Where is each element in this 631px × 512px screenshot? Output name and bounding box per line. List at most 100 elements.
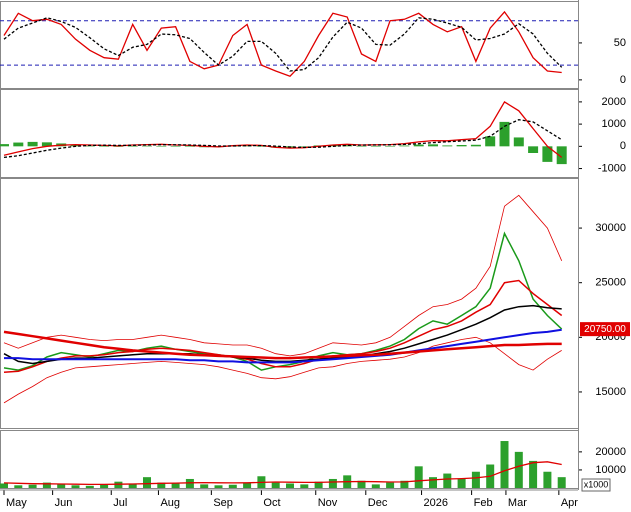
volume-bar bbox=[171, 483, 180, 488]
volume-bar bbox=[457, 478, 466, 488]
histogram-bar bbox=[342, 145, 353, 147]
y-tick-label: 20000 bbox=[595, 446, 626, 458]
histogram-bar bbox=[399, 145, 410, 147]
volume-bar bbox=[400, 480, 409, 488]
volume-bar bbox=[271, 482, 280, 488]
series-line bbox=[3, 330, 562, 360]
histogram-bar bbox=[0, 144, 9, 147]
volume-bar bbox=[543, 471, 552, 488]
y-tick-label: 0 bbox=[620, 74, 626, 86]
x-tick-label: Jul bbox=[113, 497, 127, 509]
series-line bbox=[3, 10, 562, 77]
histogram-bar bbox=[556, 146, 567, 165]
volume-bar bbox=[371, 484, 380, 488]
histogram-bar bbox=[542, 146, 553, 162]
volume-bar bbox=[28, 484, 37, 488]
volume-bar bbox=[357, 480, 366, 488]
volume-bar bbox=[57, 484, 66, 488]
series-line bbox=[3, 100, 563, 158]
y-tick-label: 10000 bbox=[595, 464, 626, 476]
last-price-box bbox=[580, 322, 630, 337]
x-tick-label: Jun bbox=[55, 497, 73, 509]
x-tick-label: May bbox=[6, 497, 27, 509]
volume-bar bbox=[429, 477, 437, 488]
y-tick-label: 50 bbox=[614, 37, 626, 49]
series-line bbox=[3, 336, 562, 404]
y-tick-label: 0 bbox=[620, 140, 626, 152]
volume-bar bbox=[328, 478, 337, 488]
volume-bar bbox=[243, 482, 252, 488]
x-tick-label: 2026 bbox=[424, 497, 448, 509]
volume-bar bbox=[529, 460, 538, 488]
volume-bar bbox=[286, 483, 294, 488]
unit-box bbox=[581, 478, 611, 492]
y-tick-label: -1000 bbox=[598, 162, 626, 174]
x-tick-label: Apr bbox=[561, 497, 578, 509]
histogram-bar bbox=[528, 146, 539, 153]
volume-bar bbox=[314, 481, 323, 488]
histogram-bar bbox=[356, 146, 367, 147]
series-line bbox=[3, 461, 562, 486]
y-tick-label: 1000 bbox=[602, 118, 626, 130]
histogram-bar bbox=[156, 146, 167, 147]
x-tick-label: Feb bbox=[474, 497, 493, 509]
x-tick-label: Dec bbox=[368, 497, 388, 509]
histogram-bar bbox=[385, 146, 396, 147]
histogram-bar bbox=[470, 144, 481, 147]
histogram-bar bbox=[485, 136, 496, 147]
histogram-bar bbox=[113, 146, 124, 147]
histogram-bar bbox=[13, 142, 24, 147]
y-tick-label: 15000 bbox=[595, 386, 626, 398]
volume-bar bbox=[85, 485, 94, 488]
histogram-bar bbox=[299, 146, 310, 147]
volume-bar bbox=[14, 485, 23, 488]
volume-bar bbox=[500, 441, 509, 488]
histogram-bar bbox=[499, 121, 510, 147]
volume-bar bbox=[42, 482, 51, 488]
histogram-bar bbox=[184, 146, 195, 147]
histogram-bar bbox=[242, 145, 253, 147]
series-line bbox=[3, 119, 563, 159]
volume-bar bbox=[100, 484, 109, 488]
x-tick-label: Oct bbox=[263, 497, 280, 509]
y-tick-label: 25000 bbox=[595, 277, 626, 289]
histogram-bar bbox=[327, 145, 338, 147]
series-line bbox=[3, 279, 563, 374]
unit-label: x1000 bbox=[584, 479, 609, 489]
histogram-bar bbox=[442, 145, 453, 147]
volume-bar bbox=[128, 483, 137, 488]
volume-bar bbox=[557, 477, 566, 488]
histogram-bar bbox=[170, 146, 181, 147]
series-line bbox=[3, 194, 563, 357]
histogram-bar bbox=[370, 146, 381, 147]
histogram-bar bbox=[41, 142, 52, 147]
volume-bar bbox=[71, 485, 80, 488]
volume-bar bbox=[300, 484, 309, 488]
volume-bar bbox=[443, 473, 452, 488]
volume-bar bbox=[0, 483, 8, 488]
histogram-bar bbox=[513, 137, 524, 147]
histogram-bar bbox=[456, 145, 467, 147]
histogram-bar bbox=[413, 144, 424, 147]
x-tick-label: Aug bbox=[160, 497, 180, 509]
histogram-bar bbox=[27, 141, 38, 147]
histogram-bar bbox=[84, 145, 95, 147]
histogram-bar bbox=[127, 146, 138, 147]
volume-bar bbox=[143, 477, 151, 488]
y-tick-label: 30000 bbox=[595, 222, 626, 234]
volume-bar bbox=[471, 471, 480, 488]
volume-bar bbox=[185, 478, 194, 488]
histogram-bar bbox=[99, 146, 110, 147]
x-tick-label: Sep bbox=[213, 497, 233, 509]
volume-bar bbox=[214, 485, 223, 488]
histogram-bar bbox=[428, 144, 438, 147]
volume-bar bbox=[414, 466, 423, 488]
volume-bar bbox=[157, 482, 166, 488]
volume-bar bbox=[228, 484, 237, 488]
series-line bbox=[4, 328, 562, 364]
volume-bar bbox=[200, 484, 209, 488]
y-tick-label: 2000 bbox=[602, 96, 626, 108]
x-tick-label: Mar bbox=[508, 497, 527, 509]
